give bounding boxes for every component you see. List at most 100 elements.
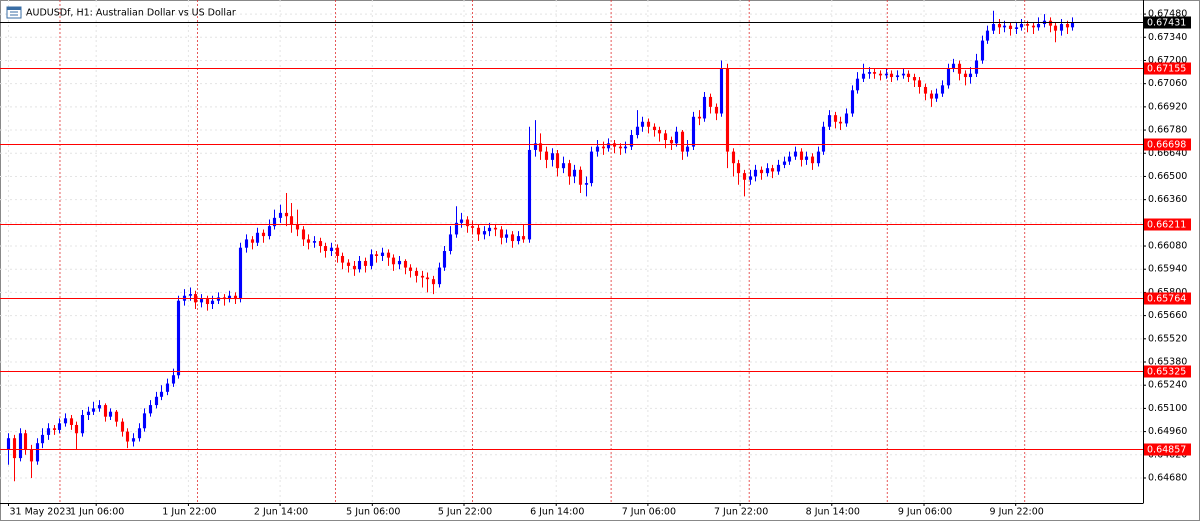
x-tick-label: 7 Jun 06:00	[622, 507, 676, 518]
candle-body	[793, 151, 798, 157]
candle-body	[176, 300, 181, 376]
candle-body	[550, 153, 555, 160]
candle-body	[397, 260, 402, 265]
candle-body	[980, 40, 985, 61]
candle-body	[850, 90, 855, 114]
candle-body	[997, 24, 1002, 28]
candle-body	[725, 68, 730, 152]
candle-body	[538, 143, 543, 152]
candle-body	[787, 156, 792, 162]
candle-body	[657, 130, 662, 134]
candle-body	[1025, 24, 1030, 26]
candle-body	[63, 418, 68, 424]
candle-body	[210, 300, 215, 305]
candle-body	[901, 73, 906, 76]
candle-body	[103, 405, 108, 417]
candle-body	[589, 151, 594, 184]
candle-body	[680, 131, 685, 152]
candle-body	[131, 438, 136, 442]
candle-body	[804, 156, 809, 160]
candle-body	[199, 299, 204, 303]
candle-body	[205, 299, 210, 305]
candle-body	[425, 277, 430, 280]
candle-body	[374, 254, 379, 256]
price-tag-box	[1144, 218, 1191, 231]
candle-body	[165, 383, 170, 392]
x-tick-label: 9 Jun 22:00	[990, 507, 1044, 518]
candle-body	[572, 169, 577, 177]
candle-body	[295, 224, 300, 230]
candle-body	[238, 247, 243, 300]
candle-body	[386, 252, 391, 258]
candle-body	[261, 232, 266, 237]
x-tick-label: 9 Jun 06:00	[898, 507, 952, 518]
candle-body	[340, 255, 345, 263]
candle-body	[335, 247, 340, 256]
price-tag-box	[1144, 16, 1191, 29]
candle-body	[844, 113, 849, 124]
candle-body	[748, 176, 753, 180]
price-tag-label: 0.65325	[1147, 367, 1186, 378]
candle-body	[753, 169, 758, 177]
candle-body	[40, 434, 45, 444]
y-tick-label: 0.66920	[1148, 101, 1187, 112]
candle-body	[357, 260, 362, 270]
candle-body	[833, 115, 838, 122]
x-tick-label: 6 Jun 14:00	[530, 507, 584, 518]
candle-body	[487, 227, 492, 232]
candle-body	[731, 151, 736, 164]
y-tick-label: 0.66080	[1148, 241, 1187, 252]
candle-body	[216, 297, 221, 301]
candle-body	[171, 375, 176, 384]
candle-body	[759, 169, 764, 174]
title-icon	[6, 6, 22, 19]
candle-body	[1002, 25, 1007, 28]
y-tick-label: 0.65100	[1148, 403, 1187, 414]
x-tick-label: 5 Jun 06:00	[346, 507, 400, 518]
candle-body	[120, 421, 125, 432]
candle-body	[6, 438, 11, 450]
candle-body	[878, 73, 883, 76]
candle-body	[951, 63, 956, 69]
x-tick-label: 8 Jun 14:00	[806, 507, 860, 518]
candle-body	[708, 96, 713, 107]
candle-body	[284, 212, 289, 217]
x-tick-label: 1 Jun 06:00	[70, 507, 124, 518]
candle-body	[912, 77, 917, 81]
candle-body	[906, 73, 911, 78]
candle-body	[929, 93, 934, 99]
candle-body	[12, 438, 17, 459]
candle-body	[1070, 22, 1075, 28]
candle-body	[312, 241, 317, 243]
candle-body	[1059, 24, 1064, 31]
candle-body	[1048, 20, 1053, 26]
candle-body	[250, 239, 255, 243]
y-tick-label: 0.65380	[1148, 357, 1187, 368]
candle-body	[838, 121, 843, 124]
candle-body	[69, 418, 74, 425]
y-tick-label: 0.64960	[1148, 426, 1187, 437]
candle-body	[86, 411, 91, 416]
level-line-tag: 0.65764	[1144, 292, 1191, 305]
level-line-tag: 0.66698	[1144, 138, 1191, 151]
level-line-tag: 0.64857	[1144, 443, 1191, 456]
candle-body	[640, 121, 645, 127]
candle-body	[148, 405, 153, 414]
candle-body	[578, 169, 583, 185]
candle-body	[108, 411, 113, 417]
candle-body	[674, 131, 679, 144]
candle-body	[470, 226, 475, 228]
candle-body	[1014, 27, 1019, 29]
candle-body	[991, 24, 996, 31]
y-tick-label: 0.64680	[1148, 472, 1187, 483]
candle-body	[329, 247, 334, 252]
candle-body	[363, 260, 368, 266]
candle-body	[114, 411, 119, 422]
candle-body	[323, 246, 328, 252]
x-tick-label: 31 May 2023	[9, 507, 71, 518]
candle-body	[403, 260, 408, 268]
plot-layer	[0, 10, 1143, 482]
price-tag-label: 0.67431	[1147, 18, 1186, 29]
candle-body	[46, 428, 51, 435]
